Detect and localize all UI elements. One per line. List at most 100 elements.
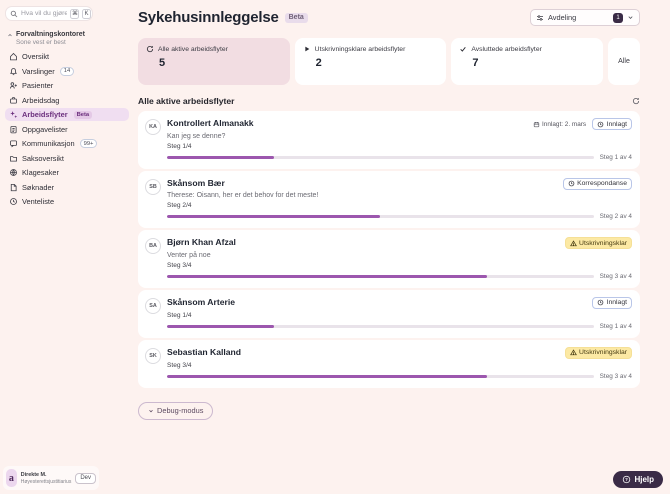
avatar: a: [6, 469, 17, 487]
sidebar-item-arbeidsdag[interactable]: Arbeidsdag: [5, 94, 129, 107]
avatar: KA: [145, 119, 161, 135]
progress-bar: [167, 215, 594, 218]
bell-icon: [9, 67, 18, 76]
sidebar-item-saksoversikt[interactable]: Saksoversikt: [5, 152, 129, 165]
progress-bar: [167, 374, 594, 378]
sidebar-item-label: Søknader: [22, 182, 55, 192]
stat-label: Alle aktive arbeidsflyter: [158, 45, 228, 53]
debug-mode-button[interactable]: Debug-modus: [138, 401, 214, 420]
briefcase-icon: [9, 96, 18, 105]
sidebar-item-soknader[interactable]: Søknader: [5, 181, 129, 194]
workflow-list: KA Kontrollert Almanakk Innlagt: 2. mars…: [138, 111, 640, 388]
filter-icon: [536, 14, 544, 22]
stat-card-discharge-ready[interactable]: Utskrivningsklare arbeidsflyter 2: [294, 38, 447, 85]
sidebar-item-label: Pasienter: [22, 81, 54, 90]
avatar: BA: [145, 238, 161, 254]
beta-badge: Beta: [284, 12, 308, 23]
sidebar-item-label: Venteliste: [22, 197, 55, 206]
chevron-down-icon: [627, 14, 634, 21]
org-header[interactable]: Forvaltningskontoret Sone vest er best: [7, 31, 129, 46]
sidebar-nav: Oversikt Varslinger 14 Pasienter Arbeids…: [5, 50, 129, 208]
search-input[interactable]: [21, 10, 67, 17]
workflow-subtitle: Therese: Oisann, her er det behov for de…: [167, 192, 319, 199]
progress-bar: [167, 274, 594, 278]
department-filter-dropdown[interactable]: Avdeling 1: [530, 9, 640, 26]
play-icon: [303, 45, 311, 53]
progress-caption: Steg 2 av 4: [599, 213, 632, 220]
message-count-badge: 99+: [79, 139, 98, 148]
workflow-row[interactable]: SB Skånsom Bær Korrespondanse Therese: O…: [138, 170, 640, 228]
stat-card-completed[interactable]: Avsluttede arbeidsflyter 7: [451, 38, 604, 85]
progress-caption: Steg 3 av 4: [599, 272, 632, 280]
warning-icon: [569, 239, 577, 247]
folder-icon: [9, 154, 18, 163]
sidebar: ⌘ K Forvaltningskontoret Sone vest er be…: [0, 0, 134, 494]
question-circle-icon: ?: [622, 475, 631, 484]
admitted-date: Innlagt: 2. mars: [533, 121, 586, 128]
sidebar-item-label: Klagesaker: [22, 168, 59, 177]
cmd-key: ⌘: [70, 8, 79, 19]
user-role: Høyesterettsjustitiarius: [20, 478, 72, 485]
page-title: Sykehusinnleggelse: [138, 9, 279, 26]
stat-label: Avsluttede arbeidsflyter: [471, 45, 542, 53]
sidebar-item-kommunikasjon[interactable]: Kommunikasjon 99+: [5, 137, 129, 150]
avatar: SA: [145, 297, 161, 314]
avatar: SB: [145, 178, 161, 195]
beta-badge: Beta: [73, 110, 93, 119]
stat-label: Utskrivningsklare arbeidsflyter: [314, 45, 406, 53]
sidebar-item-label: Varslinger: [22, 66, 55, 76]
clipboard-icon: [9, 125, 18, 134]
patient-name: Sebastian Kalland: [167, 346, 242, 357]
sidebar-item-oversikt[interactable]: Oversikt: [5, 50, 129, 63]
progress-bar: [167, 324, 594, 328]
step-label: Steg 1/4: [167, 311, 192, 319]
progress-caption: Steg 1 av 4: [599, 322, 632, 330]
help-button[interactable]: ? Hjelp: [613, 471, 663, 488]
calendar-icon: [533, 121, 540, 128]
patient-name: Kontrollert Almanakk: [167, 118, 254, 128]
sidebar-item-label: Kommunikasjon: [22, 139, 75, 148]
document-icon: [9, 183, 18, 192]
step-label: Steg 2/4: [167, 202, 192, 209]
status-badge: Innlagt: [592, 118, 632, 130]
dev-badge: Dev: [75, 472, 96, 484]
org-subtitle: Sone vest er best: [16, 39, 66, 46]
patients-icon: [9, 81, 18, 90]
sidebar-item-label: Oppgavelister: [22, 124, 68, 134]
patient-name: Bjørn Khan Afzal: [167, 237, 236, 247]
sidebar-item-pasienter[interactable]: Pasienter: [5, 79, 129, 92]
refresh-icon[interactable]: [632, 97, 640, 105]
sidebar-item-label: Arbeidsflyter: [22, 110, 68, 119]
sidebar-item-arbeidsflyter[interactable]: Arbeidsflyter Beta: [5, 108, 129, 121]
department-filter-label: Avdeling: [548, 13, 577, 22]
sidebar-item-varslinger[interactable]: Varslinger 14: [5, 65, 129, 78]
user-chip[interactable]: a Direkte M. Høyesterettsjustitiarius De…: [3, 466, 99, 490]
sidebar-item-oppgavelister[interactable]: Oppgavelister: [5, 123, 129, 136]
section-title: Alle aktive arbeidsflyter: [138, 96, 235, 106]
step-label: Steg 1/4: [167, 142, 192, 150]
clock-icon: [568, 180, 575, 187]
workflow-subtitle: Kan jeg se denne?: [167, 132, 226, 140]
workflow-row[interactable]: SK Sebastian Kalland Utskrivningsklar St…: [138, 339, 640, 388]
sidebar-item-venteliste[interactable]: Venteliste: [5, 195, 129, 208]
workflow-row[interactable]: KA Kontrollert Almanakk Innlagt: 2. mars…: [138, 111, 640, 169]
stat-card-active[interactable]: Alle aktive arbeidsflyter 5: [138, 38, 290, 85]
search-box[interactable]: ⌘ K: [5, 6, 93, 21]
workflow-row[interactable]: SA Skånsom Arterie Innlagt Steg 1/4 Steg…: [138, 289, 640, 338]
stat-value: 5: [159, 57, 166, 69]
clock-icon: [597, 121, 604, 128]
stat-value: 2: [315, 57, 322, 69]
stat-value: 7: [472, 57, 479, 69]
sidebar-item-klagesaker[interactable]: Klagesaker: [5, 166, 129, 179]
patient-name: Skånsom Bær: [167, 177, 225, 188]
svg-text:?: ?: [626, 477, 629, 482]
workflow-row[interactable]: BA Bjørn Khan Afzal Utskrivningsklar Ven…: [138, 230, 640, 288]
home-icon: [9, 52, 18, 61]
progress-caption: Steg 1 av 4: [599, 153, 632, 161]
sparkles-icon: [9, 110, 18, 119]
k-key: K: [82, 8, 91, 19]
progress-bar: [167, 155, 594, 159]
search-icon: [10, 10, 18, 18]
stat-card-all-button[interactable]: Alle: [608, 38, 641, 85]
main-content: Sykehusinnleggelse Beta Avdeling 1 Alle …: [138, 0, 641, 420]
